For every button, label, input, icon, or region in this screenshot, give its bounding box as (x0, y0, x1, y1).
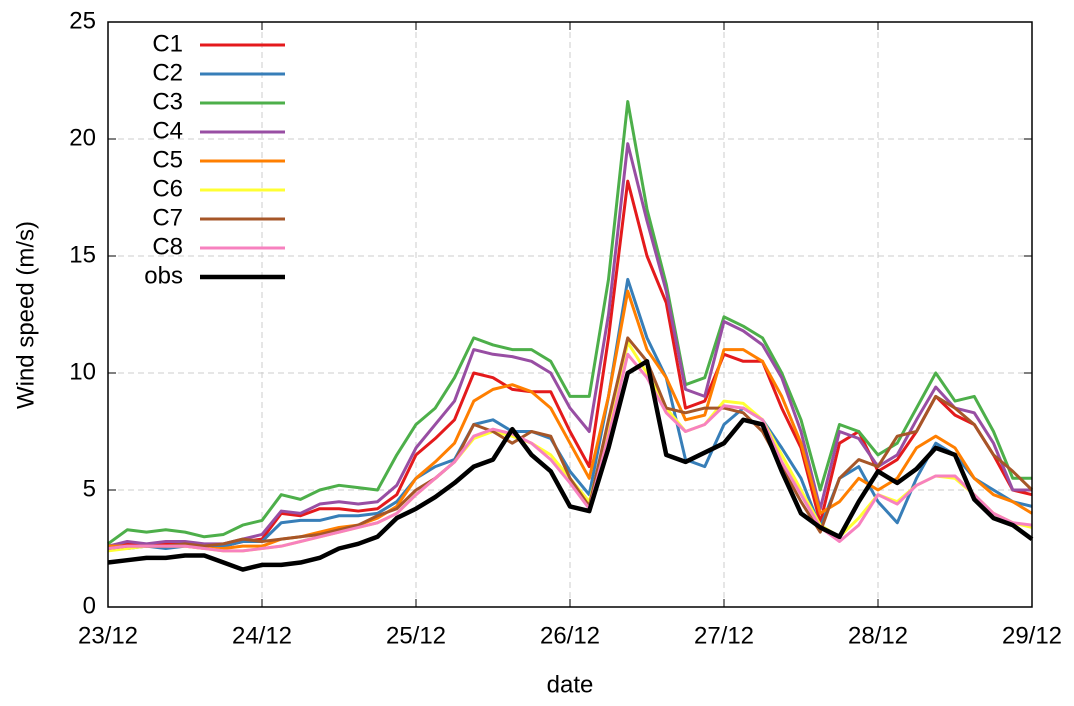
legend-label: C8 (152, 233, 183, 260)
x-axis-label: date (547, 671, 594, 698)
legend-label: C1 (152, 30, 183, 57)
legend-label: C6 (152, 175, 183, 202)
y-tick-label: 0 (83, 592, 96, 619)
legend-label: C3 (152, 88, 183, 115)
series-line (108, 289, 1033, 550)
legend-label: C2 (152, 59, 183, 86)
series-line (107, 336, 1034, 550)
x-tick-label: 27/12 (694, 622, 754, 649)
y-tick-label: 25 (69, 7, 96, 34)
y-tick-label: 15 (69, 241, 96, 268)
legend-label: C5 (152, 146, 183, 173)
plot-frame (107, 21, 1033, 608)
x-tick-label: 28/12 (848, 622, 908, 649)
series-line (107, 352, 1033, 553)
y-tick-label: 20 (69, 124, 96, 151)
x-tick-label: 29/12 (1002, 622, 1062, 649)
legend-label: C7 (152, 204, 183, 231)
legend-label: obs (144, 262, 183, 289)
y-tick-label: 5 (83, 475, 96, 502)
x-tick-label: 23/12 (78, 622, 138, 649)
y-axis-label: Wind speed (m/s) (12, 221, 39, 409)
x-tick-label: 25/12 (386, 622, 446, 649)
x-tick-label: 24/12 (232, 622, 292, 649)
series-line (107, 100, 1032, 546)
x-tick-label: 26/12 (540, 622, 600, 649)
legend-label: C4 (152, 117, 183, 144)
series-line (107, 359, 1034, 572)
y-tick-label: 10 (69, 358, 96, 385)
